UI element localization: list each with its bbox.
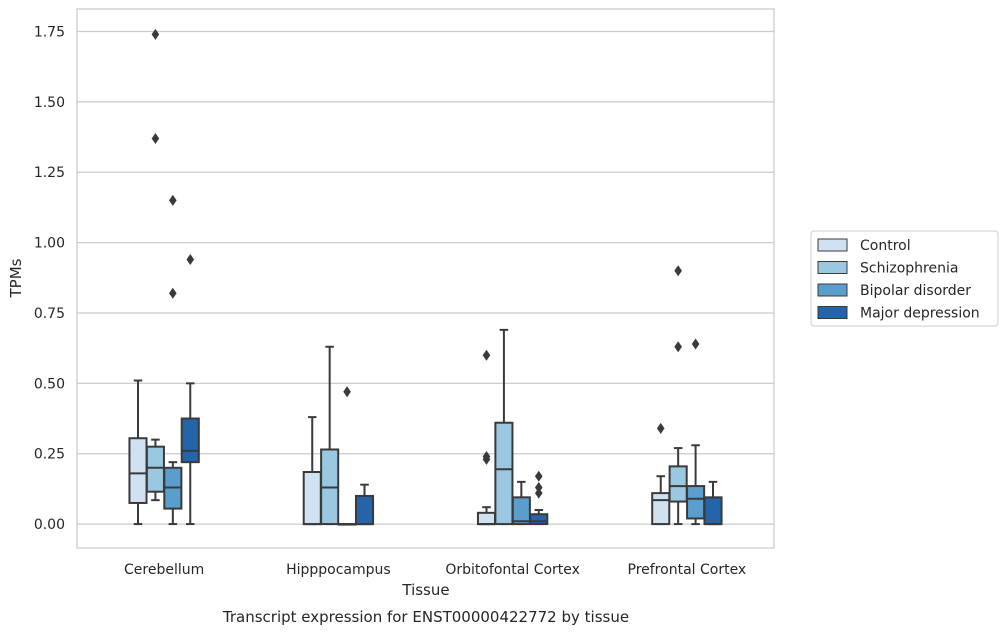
box-body [476, 511, 497, 526]
box-body [145, 445, 165, 493]
outlier-point [656, 422, 665, 434]
box-body [651, 492, 671, 526]
box-body [686, 485, 706, 520]
y-tick-label: 1.75 [34, 25, 65, 41]
outlier-point [151, 28, 160, 40]
box-body [354, 494, 375, 526]
y-tick-label: 0.25 [34, 447, 65, 463]
outlier-point [674, 265, 682, 277]
outlier-point [691, 338, 700, 350]
box-0-1 [145, 28, 165, 502]
y-tick-label: 0.50 [34, 376, 65, 392]
outlier-point [186, 254, 195, 266]
y-axis-ticks: 0.00 0.25 0.50 0.75 1.00 1.25 1.50 1.75 [34, 25, 65, 534]
x-tick-label: Prefrontal Cortex [628, 562, 747, 578]
outlier-point [343, 386, 351, 398]
box-1-3 [354, 483, 375, 526]
plot-area [128, 28, 723, 526]
outlier-point [169, 287, 177, 299]
outlier-point [534, 487, 543, 499]
box-3-0 [651, 422, 671, 526]
outlier-point [534, 481, 543, 493]
outlier-point [482, 349, 491, 361]
box-1-1 [320, 345, 340, 526]
box-body [529, 513, 549, 526]
y-tick-label: 0.00 [34, 517, 65, 533]
legend-frame [810, 230, 999, 327]
legend-swatch [817, 283, 848, 297]
legend-items: Control Schizophrenia Bipolar disorder Majo… [817, 238, 980, 322]
x-axis-ticks: Cerebellum Hipppocampus Orbitofontal Corte… [124, 562, 746, 578]
box-body [511, 496, 531, 526]
box-3-2 [686, 338, 706, 526]
chart-title: Transcript expression for ENST0000042277… [222, 608, 629, 626]
legend-swatch [817, 261, 848, 274]
y-tick-label: 1.25 [34, 165, 65, 181]
y-tick-label: 1.50 [34, 95, 65, 111]
x-tick-label: Hipppocampus [286, 562, 391, 578]
box-body [668, 465, 688, 503]
box-0-3 [180, 254, 200, 526]
x-tick-label: Cerebellum [124, 562, 204, 578]
outlier-point [534, 470, 543, 482]
outlier-point [482, 453, 491, 465]
x-tick-label: Orbitofontal Cortex [445, 562, 580, 578]
outlier-point [674, 341, 682, 353]
box-1-0 [302, 416, 322, 526]
box-1-2 [337, 386, 357, 526]
box-body [703, 496, 723, 526]
x-axis-label: Tissue [401, 581, 449, 599]
legend-swatch [817, 238, 848, 252]
box-2-3 [529, 470, 549, 526]
legend-swatch [817, 306, 848, 319]
box-3-3 [703, 480, 723, 526]
legend-label: Major depression [860, 306, 980, 322]
legend-label: Control [860, 238, 911, 254]
outlier-point [169, 194, 177, 206]
box-0-0 [128, 379, 148, 526]
plot-frame [76, 8, 775, 549]
box-2-0 [476, 349, 497, 526]
box-2-1 [494, 328, 514, 526]
y-tick-label: 1.00 [34, 236, 65, 252]
box-body [302, 471, 322, 526]
box-3-1 [668, 265, 688, 526]
box-2-2 [511, 480, 531, 526]
y-tick-label: 0.75 [34, 306, 65, 322]
box-body [180, 417, 200, 464]
legend: Control Schizophrenia Bipolar disorder Majo… [810, 230, 999, 327]
legend-label: Bipolar disorder [860, 283, 971, 299]
outlier-point [151, 132, 160, 144]
legend-label: Schizophrenia [860, 261, 958, 277]
y-axis-label: TPMs [7, 258, 25, 298]
box-body [128, 437, 148, 504]
box-0-2 [163, 194, 183, 526]
box-body [494, 421, 514, 526]
